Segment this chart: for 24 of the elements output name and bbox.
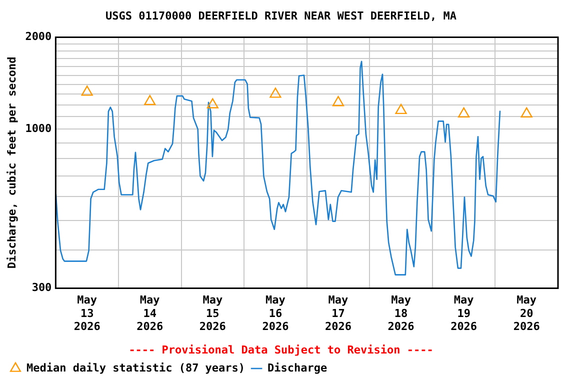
point (395, 104, 407, 114)
chart-title: USGS 01170000 DEERFIELD RIVER NEAR WEST DEERFIELD, MA (106, 9, 457, 22)
point (270, 88, 282, 98)
y-tick-label: 2000 (25, 30, 52, 44)
text: ---- Provisional Data Subject to Revision ---- (128, 343, 434, 356)
legend-label: Median daily statistic (87 years) (26, 361, 246, 374)
point (144, 94, 156, 106)
y-tick-label: 1000 (25, 122, 52, 135)
x-tick-label: May 19 2026 (450, 294, 478, 334)
point (332, 96, 344, 106)
x-tick-label: May 20 2026 (513, 294, 540, 334)
x-tick-label: May 17 2026 (324, 294, 352, 334)
x-tick-label: May 18 2026 (388, 294, 415, 334)
y-tick-label: 300 (32, 281, 52, 294)
x-tick-label: May 16 2026 (262, 294, 290, 334)
y-axis-title: Discharge, cubic feet per second (5, 56, 18, 269)
x-tick-label: May 14 2026 (136, 294, 164, 334)
point (206, 98, 218, 108)
point (520, 107, 532, 118)
point (458, 107, 470, 118)
point (81, 86, 93, 96)
x-tick-label: May 13 2026 (74, 294, 101, 334)
legend-label: Discharge (268, 361, 328, 374)
x-tick-label: May 15 2026 (199, 294, 226, 334)
